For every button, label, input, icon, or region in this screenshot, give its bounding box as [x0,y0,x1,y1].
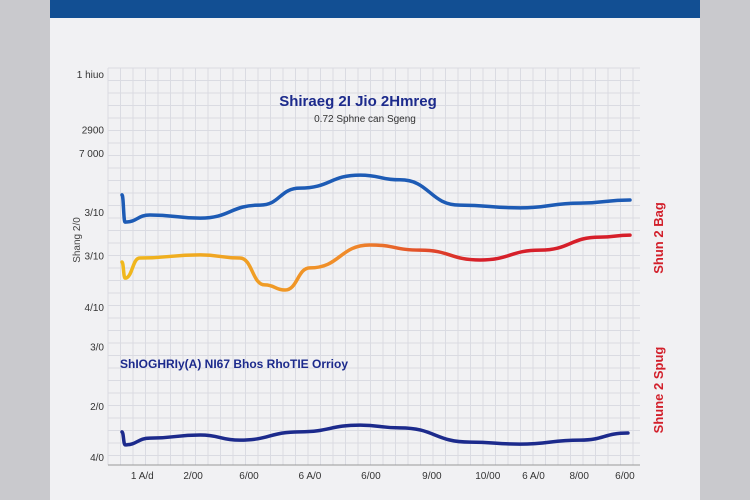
chart-annotation: ShIOGHRIy(A) NI67 Bhos RhoTIE Orrioy [120,357,348,371]
y-axis-label: Shang 2/0 [72,217,83,263]
chart-subtitle: 0.72 Sphne can Sgeng [314,114,416,125]
series-line-upper-blue [120,173,632,224]
header-bar [50,0,700,18]
x-tick-label: 6/00 [361,471,381,482]
y-tick-label: 2/0 [90,402,104,413]
x-tick-label: 6 A/0 [299,471,322,482]
series-line-lower-navy [120,423,630,447]
x-tick-label: 6 A/0 [522,471,545,482]
y-tick-label: 3/10 [85,252,105,263]
y-tick-label: 7 000 [79,149,104,160]
x-tick-label: 10/00 [475,471,500,482]
x-tick-label: 6/00 [615,471,635,482]
y-tick-label: 3/10 [85,208,105,219]
y-tick-label: 1 hiuo [77,70,105,81]
x-tick-label: 8/00 [569,471,589,482]
grid [107,67,640,466]
chart-title: Shiraeg 2I Jio 2Hmreg [279,93,437,110]
series-line-gradient [120,233,632,292]
y-tick-label: 3/0 [90,343,104,354]
y-tick-label: 4/10 [85,303,105,314]
x-tick-label: 1 A/d [131,471,154,482]
y-tick-label: 4/0 [90,453,104,464]
x-tick-label: 9/00 [422,471,442,482]
right-label-2: Shune 2 Spug [651,347,666,434]
right-label-1: Shun 2 Bag [651,202,666,274]
y-tick-label: 2900 [82,125,105,136]
x-tick-label: 6/00 [239,471,259,482]
x-tick-label: 2/00 [183,471,203,482]
